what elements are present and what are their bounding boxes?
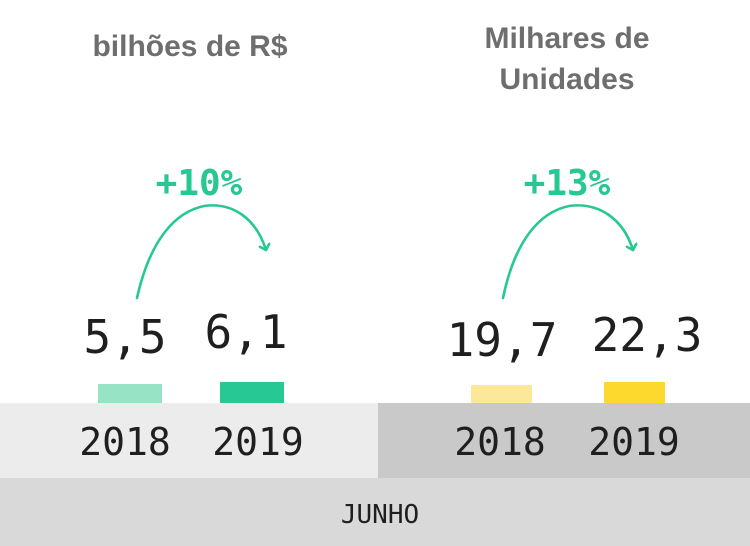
year-label-left-2018: 2018 xyxy=(79,420,171,464)
right-panel-title-line-1: Milhares de xyxy=(484,22,649,55)
bar-left-2018 xyxy=(98,384,162,403)
year-label-left-2019: 2019 xyxy=(212,420,304,464)
year-label-right-2018: 2018 xyxy=(454,420,546,464)
growth-arrow-left xyxy=(135,204,266,300)
growth-label-right: +13% xyxy=(524,163,611,204)
month-band xyxy=(0,478,750,546)
bar-left-2019 xyxy=(220,382,284,403)
year-label-right-2019: 2019 xyxy=(588,420,680,464)
left-panel-title: bilhões de R$ xyxy=(92,30,287,63)
value-label-left-2019: 6,1 xyxy=(204,305,287,359)
value-label-right-2019: 22,3 xyxy=(592,308,703,362)
bar-right-2018 xyxy=(471,385,532,403)
bar-right-2019 xyxy=(604,382,665,403)
month-label: JUNHO xyxy=(341,500,419,530)
value-label-left-2018: 5,5 xyxy=(83,310,166,364)
year-band-right xyxy=(378,403,750,478)
right-panel-title-line-2: Unidades xyxy=(499,63,634,96)
value-label-right-2018: 19,7 xyxy=(447,313,558,367)
growth-label-left: +10% xyxy=(156,163,243,204)
year-band-left xyxy=(0,403,378,478)
growth-arrow-right xyxy=(501,204,633,300)
